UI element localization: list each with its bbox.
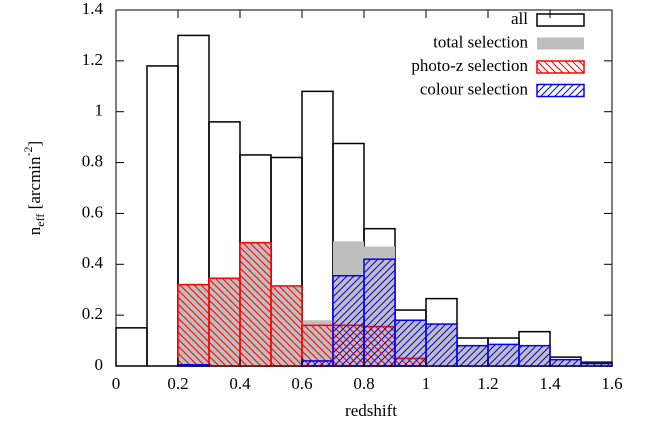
y-tick-label: 0	[95, 355, 104, 374]
legend-key	[536, 83, 585, 98]
bar	[487, 343, 520, 367]
y-tick-label: 0.8	[82, 151, 103, 170]
bar	[456, 344, 489, 367]
y-label-part: -2	[21, 146, 35, 156]
bar	[425, 323, 458, 367]
y-tick-label: 0.2	[82, 304, 103, 323]
y-label-part: n	[25, 226, 44, 235]
bar	[332, 274, 365, 367]
x-tick-label: 1.4	[539, 374, 561, 393]
bar	[239, 241, 272, 367]
x-tick-label: 0.8	[353, 374, 374, 393]
y-tick-label: 1.2	[82, 50, 103, 69]
x-tick-label: 0.2	[167, 374, 188, 393]
x-axis-label: redshift	[345, 401, 397, 420]
bar	[394, 319, 427, 367]
x-tick-label: 1.6	[601, 374, 622, 393]
bar	[549, 358, 582, 367]
x-tick-label: 0.4	[229, 374, 251, 393]
bar	[518, 344, 551, 367]
x-tick-label: 1	[422, 374, 431, 393]
x-tick-label: 0.6	[291, 374, 312, 393]
bar	[177, 283, 210, 367]
legend-label: photo-z selection	[411, 56, 528, 75]
legend-key	[536, 60, 585, 74]
bar	[363, 258, 396, 367]
y-tick-label: 1.4	[82, 0, 104, 18]
bar	[115, 327, 148, 367]
bar	[208, 277, 241, 367]
y-label-part: ]	[25, 141, 44, 147]
x-tick-label: 0	[112, 374, 121, 393]
bar	[301, 360, 334, 367]
x-tick-label: 1.2	[477, 374, 498, 393]
y-label-part: [arcmin	[25, 156, 44, 214]
bar	[301, 324, 334, 367]
y-label-part: eff	[33, 214, 47, 227]
y-tick-label: 0.4	[82, 253, 104, 272]
y-tick-label: 0.6	[82, 202, 103, 221]
legend-label: colour selection	[420, 79, 529, 98]
legend-key	[537, 37, 584, 50]
bar	[270, 285, 303, 367]
legend-key	[536, 13, 585, 27]
y-tick-label: 1	[95, 101, 104, 120]
legend-label: total selection	[433, 32, 528, 51]
y-axis-label: neff [arcmin-2]	[21, 141, 47, 235]
bar	[146, 65, 179, 367]
legend-label: all	[511, 9, 528, 28]
